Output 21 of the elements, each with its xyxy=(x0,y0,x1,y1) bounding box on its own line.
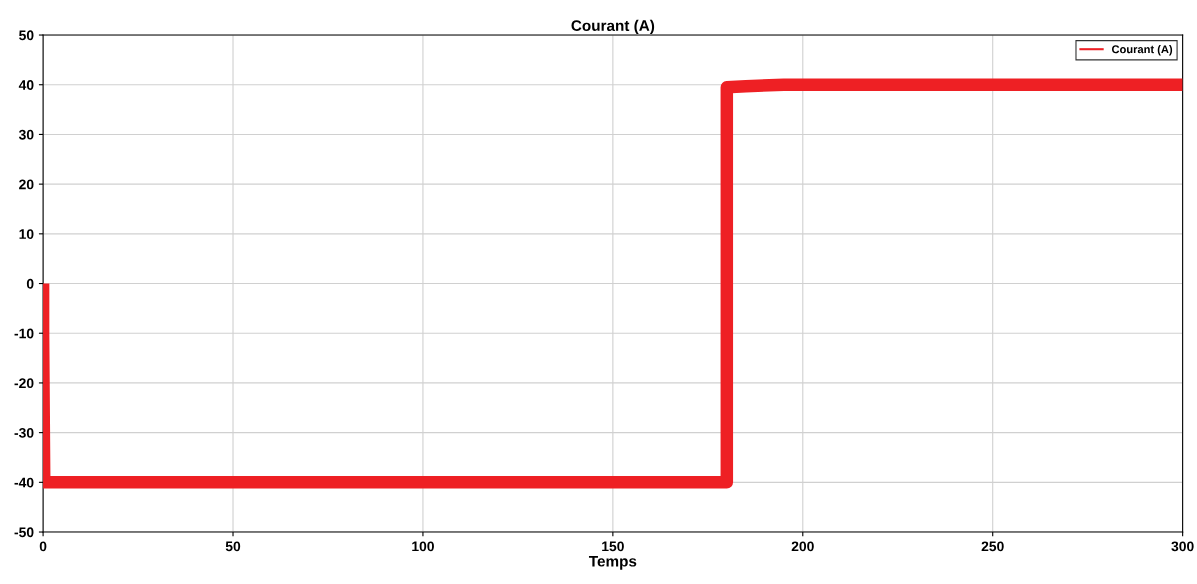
y-tick-label: 50 xyxy=(19,30,34,41)
legend-label: Courant (A) xyxy=(1112,45,1173,56)
x-tick-label: 150 xyxy=(602,541,624,552)
x-tick-label: 300 xyxy=(1171,541,1194,552)
x-tick-label: 50 xyxy=(225,541,241,552)
x-tick-label: 0 xyxy=(39,541,47,552)
y-tick-label: 0 xyxy=(26,278,34,289)
y-tick-label: 40 xyxy=(18,80,34,90)
x-tick-label: 100 xyxy=(412,541,434,552)
x-tick-label: 250 xyxy=(981,541,1004,552)
y-tick-label: -40 xyxy=(14,477,34,488)
y-tick-label: -20 xyxy=(14,378,34,389)
y-tick-label: -30 xyxy=(14,427,34,438)
y-tick-label: -10 xyxy=(14,328,34,339)
chart-title: Courant (A) xyxy=(571,19,655,35)
y-tick-label: 20 xyxy=(19,179,34,190)
x-axis-title: Temps xyxy=(588,555,637,570)
y-tick-label: -50 xyxy=(14,527,34,538)
x-tick-label: 200 xyxy=(791,541,814,552)
y-tick-label: 10 xyxy=(19,229,34,239)
y-tick-label: 30 xyxy=(18,129,34,140)
